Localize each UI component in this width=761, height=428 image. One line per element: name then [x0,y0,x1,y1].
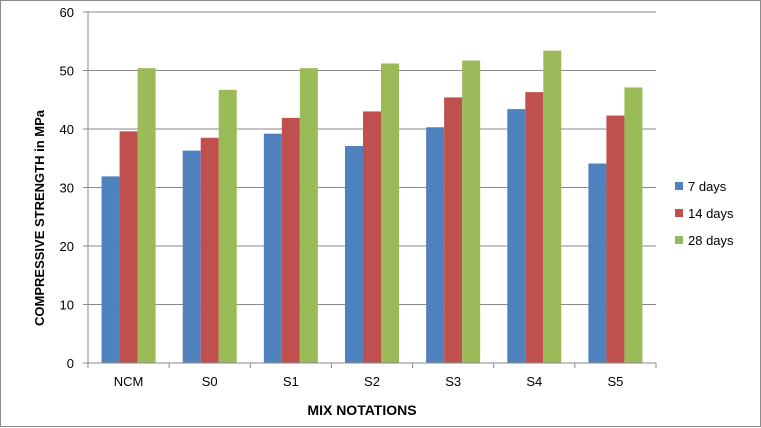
bar [462,60,481,364]
legend-label: 7 days [688,179,727,194]
y-tick-label: 50 [60,64,74,79]
bar [363,111,381,363]
bar [281,117,300,363]
legend-label: 14 days [688,206,734,221]
bar [426,127,445,364]
legend-label: 28 days [688,233,734,248]
bar [507,109,526,363]
x-tick-label: S2 [364,374,380,389]
bar [299,68,318,363]
bar [200,137,219,363]
bar [137,68,156,363]
bar [119,131,138,363]
x-axis-label: MIX NOTATIONS [307,402,416,418]
legend: 7 days 14 days 28 days [675,179,734,248]
x-tick-label: S3 [445,374,461,389]
y-tick-label: 40 [60,122,74,137]
x-tick-label: NCM [114,374,144,389]
x-axis-ticks: NCM S0 S1 S2 S3 S4 S5 [87,363,657,389]
y-tick-label: 0 [67,356,74,371]
x-tick-label: S4 [526,374,542,389]
bar [588,163,607,363]
y-axis-ticks: 0 10 20 30 40 50 60 [60,5,88,371]
bar [606,115,625,363]
legend-swatch [675,182,683,190]
bar [218,89,237,364]
axes [87,12,656,364]
x-tick-label: S0 [202,374,218,389]
bar [381,63,399,363]
bar [182,150,201,363]
y-tick-label: 60 [60,5,74,20]
bar [624,87,643,363]
bar [444,97,463,363]
bar [543,50,562,364]
bar [263,133,282,363]
y-axis-label: COMPRESSIVE STRENGTH in MPa [32,109,47,326]
y-tick-label: 10 [60,298,74,313]
y-tick-label: 30 [60,181,74,196]
x-tick-label: S5 [607,374,623,389]
bar [345,145,363,363]
y-tick-label: 20 [60,239,74,254]
legend-swatch [675,236,683,244]
legend-swatch [675,209,683,217]
bar [525,92,544,364]
x-tick-label: S1 [283,374,299,389]
bars [101,50,643,364]
bar [101,176,120,363]
